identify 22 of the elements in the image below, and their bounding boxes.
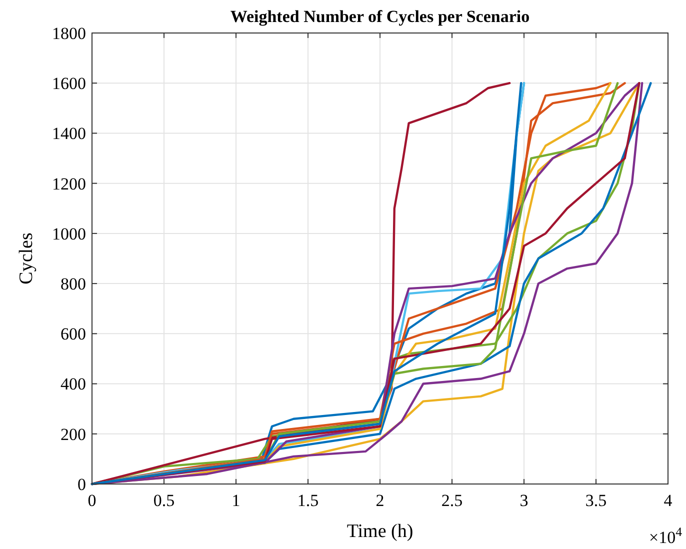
y-axis-title: Cycles bbox=[16, 232, 37, 284]
y-tick-label: 600 bbox=[60, 324, 86, 344]
x-tick-label: 0.5 bbox=[153, 491, 175, 510]
y-tick-label: 1200 bbox=[52, 174, 86, 194]
x-tick-label: 3.5 bbox=[585, 491, 607, 510]
x-tick-label: 4 bbox=[664, 491, 673, 510]
y-tick-label: 1000 bbox=[52, 224, 86, 244]
y-tick-label: 400 bbox=[60, 374, 86, 394]
text: ×10$^{4}$ bbox=[649, 525, 683, 547]
y-tick-label: 1600 bbox=[52, 74, 86, 94]
x-axis-title: Time (h) bbox=[346, 521, 414, 542]
x-tick-label: 2 bbox=[376, 491, 384, 510]
chart-title: Weighted Number of Cycles per Scenario bbox=[230, 7, 530, 26]
x-tick-label: 1 bbox=[232, 491, 240, 510]
y-tick-label: 1800 bbox=[52, 24, 86, 43]
y-tick-label: 200 bbox=[60, 424, 86, 444]
y-tick-label: 800 bbox=[60, 274, 86, 294]
x-tick-label: 2.5 bbox=[441, 491, 463, 510]
y-tick-label: 0 bbox=[78, 474, 86, 494]
y-tick-label: 1400 bbox=[52, 124, 86, 144]
x-tick-label: 3 bbox=[520, 491, 528, 510]
x-tick-label: 1.5 bbox=[297, 491, 319, 510]
